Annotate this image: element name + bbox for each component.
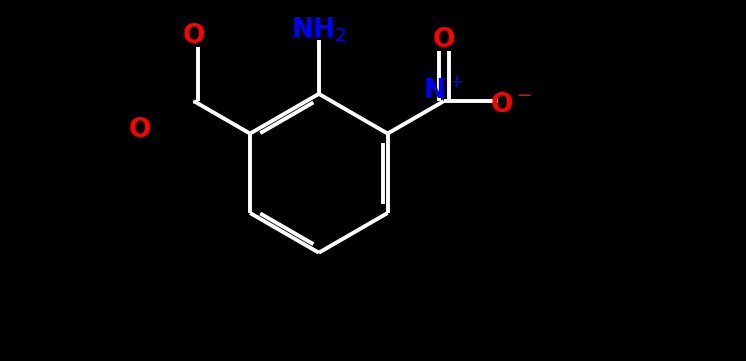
Text: O: O (129, 117, 151, 143)
Text: O: O (433, 27, 455, 53)
Text: N$^+$: N$^+$ (423, 79, 465, 105)
Text: O$^-$: O$^-$ (490, 92, 532, 118)
Text: NH$_2$: NH$_2$ (291, 16, 347, 44)
Text: O: O (183, 23, 205, 49)
